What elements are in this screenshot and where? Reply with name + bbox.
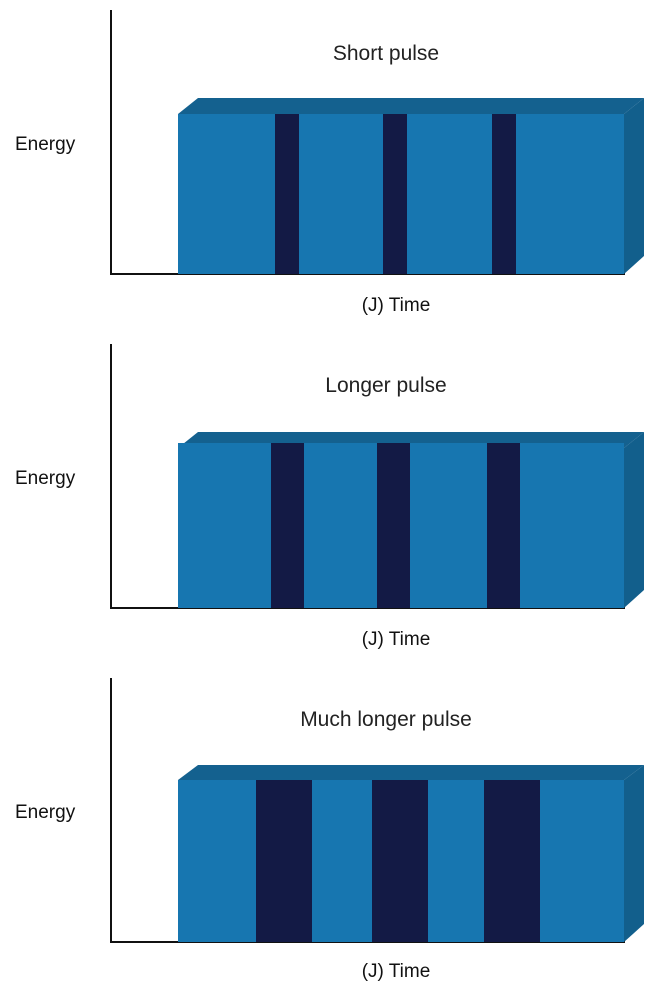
much-longer-pulse-diagram: Much longer pulse Energy (J) Time <box>15 678 644 982</box>
panel-much-longer-pulse: Much longer pulse Energy (J) Time <box>0 668 650 996</box>
y-axis-label: Energy <box>15 134 76 155</box>
pulse-bar <box>484 780 540 942</box>
pulse-bar <box>256 780 312 942</box>
longer-pulse-diagram: Longer pulse Energy (J) Time <box>15 344 644 650</box>
short-pulse-diagram: Short pulse Energy (J) Time <box>15 10 644 316</box>
pulse-bar <box>275 114 299 274</box>
x-axis-label: (J) Time <box>362 295 431 316</box>
pulse-bar <box>492 114 516 274</box>
pulse-bar <box>487 443 520 608</box>
block-side <box>624 765 644 942</box>
panel-short-pulse: Short pulse Energy (J) Time <box>0 0 650 328</box>
block-top <box>178 98 644 114</box>
panel-title: Longer pulse <box>325 374 446 397</box>
pulse-bar <box>377 443 410 608</box>
block-top <box>178 765 644 780</box>
block-side <box>624 432 644 608</box>
pulse-bar <box>271 443 304 608</box>
block-side <box>624 98 644 274</box>
y-axis-label: Energy <box>15 802 76 823</box>
x-axis-label: (J) Time <box>362 961 431 982</box>
x-axis-label: (J) Time <box>362 629 431 650</box>
panel-title: Much longer pulse <box>300 708 472 731</box>
pulse-bar <box>372 780 428 942</box>
y-axis-label: Energy <box>15 468 76 489</box>
panel-longer-pulse: Longer pulse Energy (J) Time <box>0 334 650 662</box>
panel-title: Short pulse <box>333 42 439 65</box>
pulse-bar <box>383 114 407 274</box>
